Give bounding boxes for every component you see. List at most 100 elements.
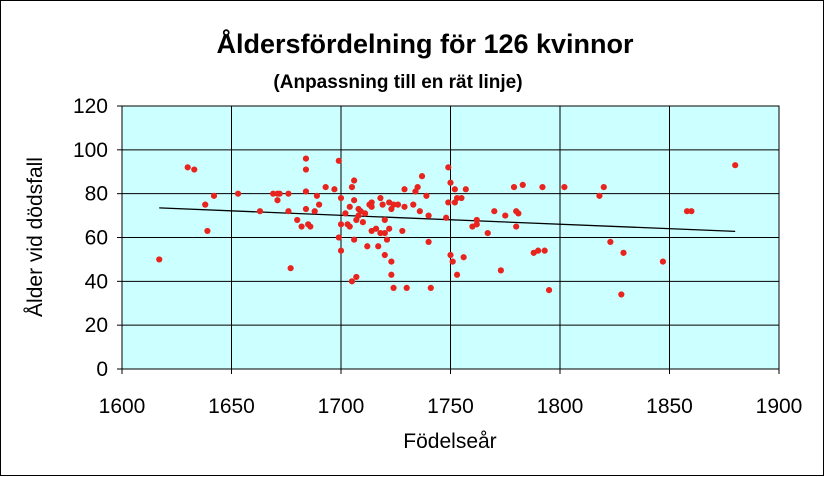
- data-point: [368, 199, 375, 206]
- data-point: [270, 190, 277, 197]
- data-point: [451, 186, 458, 193]
- data-point: [447, 179, 454, 186]
- data-point: [473, 216, 480, 224]
- data-point: [418, 173, 426, 180]
- data-point: [335, 234, 342, 241]
- data-point: [515, 210, 522, 217]
- data-point: [401, 203, 408, 210]
- x-tick-label: 1700: [318, 395, 365, 418]
- chart-subtitle: (Anpassning till en rät linje): [273, 72, 522, 93]
- data-point: [447, 251, 454, 259]
- data-point: [383, 236, 391, 243]
- data-point: [375, 243, 382, 250]
- data-point: [156, 256, 163, 263]
- data-point: [545, 287, 553, 294]
- data-point: [445, 164, 452, 171]
- data-point: [445, 199, 452, 206]
- data-point: [294, 216, 301, 224]
- data-point: [302, 188, 310, 195]
- data-point: [473, 221, 480, 228]
- y-tick-label: 20: [85, 314, 108, 337]
- data-point: [539, 183, 546, 191]
- data-point: [210, 192, 218, 199]
- data-point: [497, 267, 504, 274]
- data-point: [313, 192, 321, 199]
- data-point: [484, 230, 491, 237]
- data-point: [346, 203, 353, 210]
- x-tick-label: 1650: [208, 395, 255, 418]
- data-point: [401, 186, 408, 193]
- data-point: [379, 201, 386, 208]
- data-point: [620, 249, 627, 256]
- data-point: [399, 227, 406, 235]
- data-point: [331, 186, 338, 193]
- data-point: [351, 197, 358, 204]
- data-point: [302, 155, 310, 162]
- data-point: [416, 208, 423, 215]
- data-point: [184, 164, 191, 171]
- data-point: [388, 271, 395, 278]
- data-point: [458, 194, 465, 202]
- data-point: [510, 183, 518, 191]
- data-point: [348, 183, 356, 191]
- y-tick-label: 80: [85, 183, 108, 206]
- data-point: [491, 208, 498, 215]
- data-point: [394, 201, 402, 208]
- y-tick-label: 120: [73, 95, 108, 118]
- data-point: [618, 291, 625, 298]
- y-tick-label: 100: [73, 139, 108, 162]
- data-point: [276, 190, 283, 197]
- data-point: [596, 192, 603, 199]
- data-point: [732, 162, 739, 169]
- data-point: [607, 238, 614, 245]
- data-point: [688, 208, 695, 215]
- data-point: [234, 190, 242, 197]
- data-point: [337, 194, 345, 202]
- x-tick-label: 1850: [646, 395, 693, 418]
- data-point: [256, 208, 264, 215]
- data-point: [351, 177, 358, 184]
- data-point: [377, 230, 384, 237]
- data-point: [337, 221, 345, 228]
- data-point: [307, 223, 314, 230]
- data-point: [460, 254, 467, 261]
- data-point: [337, 247, 345, 254]
- data-point: [410, 201, 417, 208]
- data-point: [285, 190, 292, 197]
- data-point: [274, 197, 281, 204]
- data-point: [388, 258, 395, 265]
- data-point: [502, 212, 509, 219]
- data-point: [353, 273, 360, 281]
- data-point: [381, 251, 388, 259]
- data-point: [361, 210, 369, 217]
- data-point: [302, 166, 310, 173]
- data-point: [390, 201, 397, 208]
- chart-title: Åldersfördelning för 126 kvinnor: [216, 28, 634, 59]
- x-tick-label: 1750: [427, 395, 474, 418]
- data-point: [427, 284, 434, 292]
- data-point: [443, 214, 450, 221]
- data-point: [513, 223, 520, 230]
- data-point: [322, 183, 329, 191]
- data-point: [351, 236, 358, 243]
- data-point: [425, 238, 432, 245]
- data-point: [462, 186, 469, 193]
- data-point: [364, 243, 371, 250]
- x-tick-label: 1800: [537, 395, 584, 418]
- data-point: [414, 183, 421, 191]
- data-point: [302, 205, 310, 213]
- data-point: [659, 258, 667, 265]
- data-point: [287, 265, 294, 272]
- data-point: [386, 225, 393, 232]
- data-point: [683, 208, 691, 215]
- data-point: [348, 278, 356, 285]
- data-point: [368, 203, 375, 210]
- x-tick-label: 1600: [99, 395, 146, 418]
- data-point: [191, 166, 198, 173]
- data-point: [423, 192, 430, 199]
- data-point: [449, 258, 456, 265]
- data-point: [342, 210, 349, 217]
- x-tick-label: 1900: [756, 395, 803, 418]
